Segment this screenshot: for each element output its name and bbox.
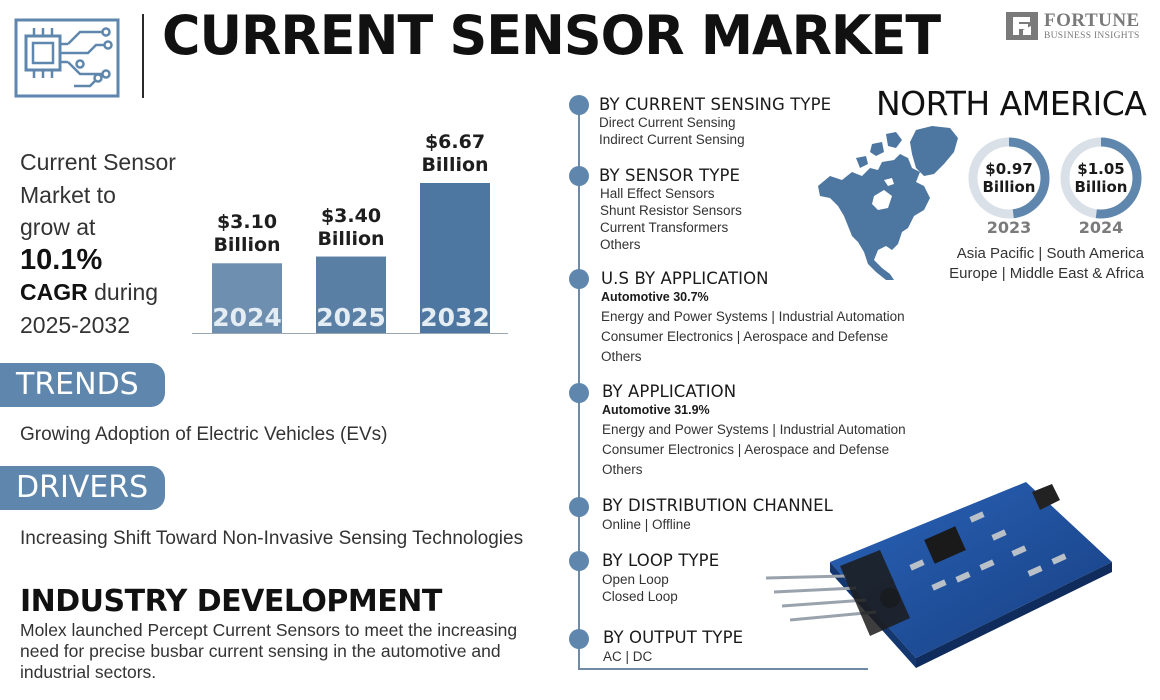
segment-lead: Automotive 31.9%: [602, 403, 710, 417]
industry-development-text: Molex launched Percept Current Sensors t…: [20, 620, 518, 682]
cagr-line: CAGR during: [20, 276, 200, 309]
cagr-during: during: [87, 279, 159, 305]
north-america-map-icon: [818, 126, 958, 280]
segment-item: Indirect Current Sensing: [599, 132, 745, 147]
segment-item: AC | DC: [603, 649, 653, 664]
ring-year: 2024: [1078, 218, 1124, 237]
segment-item: Others: [600, 237, 641, 252]
timeline-dot: [569, 95, 589, 115]
regions-line: Europe | Middle East & Africa: [949, 265, 1144, 282]
bar-value-amount: $3.10: [216, 211, 278, 234]
segment-title-loop: BY LOOP TYPE: [602, 551, 720, 570]
ring-value: $0.97 Billion: [968, 160, 1050, 196]
bar-2024: [212, 263, 282, 333]
segment-item: Shunt Resistor Sensors: [600, 203, 742, 218]
cagr-line: Market to: [20, 181, 116, 208]
bar-value-label: $3.10 Billion: [192, 211, 302, 257]
segment-line: Others: [602, 462, 643, 477]
timeline-dot: [569, 383, 589, 403]
current-sensor-board-icon: [765, 482, 1112, 668]
regions-line: Asia Pacific | South America: [956, 245, 1144, 262]
bar-value-label: $3.40 Billion: [296, 205, 406, 251]
timeline-dot: [569, 497, 589, 517]
segment-title-sensor-type: BY SENSOR TYPE: [599, 166, 741, 185]
ring-year: 2023: [986, 218, 1032, 237]
ring-chart-2023: [968, 137, 1050, 219]
ring-value-unit: Billion: [1074, 178, 1128, 196]
segment-line: Consumer Electronics | Aerospace and Def…: [601, 329, 889, 344]
segment-title-distribution: BY DISTRIBUTION CHANNEL: [602, 496, 833, 515]
segment-line: Energy and Power Systems | Industrial Au…: [602, 422, 906, 437]
market-size-bar-chart: 2024 $3.10 Billion 2025 $3.40 Billion 2032 $6.6…: [190, 120, 520, 340]
bar-value-label: $6.67 Billion: [400, 131, 510, 177]
timeline-foot: [578, 668, 868, 670]
segment-title-output: BY OUTPUT TYPE: [603, 628, 744, 647]
bar-chart-svg: [192, 183, 508, 334]
bar-value-unit: Billion: [317, 227, 385, 250]
title-divider: [142, 14, 144, 98]
brand-logo: FORTUNE BUSINESS INSIGHTS: [1006, 10, 1146, 44]
bar-value-unit: Billion: [421, 154, 489, 176]
bar-value-amount: $6.67: [424, 131, 486, 153]
cagr-line: Current Sensor: [20, 149, 176, 175]
ring-value-amount: $0.97: [985, 160, 1033, 178]
segment-item: Online | Offline: [602, 517, 691, 532]
bar-2025: [316, 256, 386, 333]
ring-value-amount: $1.05: [1077, 160, 1125, 178]
brand-subtitle: BUSINESS INSIGHTS: [1044, 31, 1140, 41]
ring-fill-arc: [968, 137, 1050, 219]
cagr-statement: Current Sensor Market to grow at 10.1% C…: [20, 146, 200, 341]
segment-title-sensing-type: BY CURRENT SENSING TYPE: [599, 95, 832, 114]
north-america-title: NORTH AMERICA: [876, 84, 1147, 123]
timeline-dot: [569, 551, 589, 571]
timeline-dot: [569, 166, 589, 186]
regions-list: Asia Pacific | South America Europe | Mi…: [940, 244, 1144, 284]
cagr-rate: 10.1%: [20, 243, 103, 276]
ring-chart-2024: [1060, 137, 1142, 219]
trend-text: Growing Adoption of Electric Vehicles (E…: [20, 424, 388, 445]
ring-value: $1.05 Billion: [1060, 160, 1142, 196]
bar-2032: [420, 183, 490, 333]
segment-line: Consumer Electronics | Aerospace and Def…: [602, 442, 890, 457]
segment-line: Others: [601, 349, 642, 364]
driver-text: Increasing Shift Toward Non-Invasive Sen…: [20, 528, 524, 549]
segment-item: Open Loop: [602, 572, 669, 587]
brand-mark-icon: [1006, 12, 1038, 40]
circuit-chip-icon: [14, 18, 120, 98]
bar-year-label: 2024: [212, 303, 282, 332]
timeline-dot: [569, 629, 589, 649]
segment-item: Current Transformers: [600, 220, 729, 235]
bar-value-unit: Billion: [213, 234, 281, 257]
cagr-word: CAGR: [20, 279, 88, 305]
segment-item: Direct Current Sensing: [599, 115, 736, 130]
segment-lead: Automotive 30.7%: [601, 290, 709, 304]
bar-year-label: 2025: [316, 303, 386, 332]
bar-value-amount: $3.40: [320, 204, 382, 227]
segment-title-application: BY APPLICATION: [602, 382, 737, 401]
segment-item: Hall Effect Sensors: [600, 186, 715, 201]
ring-value-unit: Billion: [982, 178, 1036, 196]
trends-tab: TRENDS: [0, 363, 165, 407]
cagr-period: 2025-2032: [20, 311, 130, 338]
brand-name: FORTUNE: [1044, 10, 1140, 31]
segment-title-us-application: U.S BY APPLICATION: [601, 269, 769, 288]
segment-line: Energy and Power Systems | Industrial Au…: [601, 309, 905, 324]
cagr-line: grow at: [20, 214, 96, 240]
ring-fill-arc: [1060, 137, 1142, 219]
timeline-dot: [569, 269, 589, 289]
page-title: CURRENT SENSOR MARKET: [162, 4, 941, 67]
industry-development-title: INDUSTRY DEVELOPMENT: [20, 584, 442, 619]
segment-item: Closed Loop: [602, 589, 678, 604]
drivers-tab: DRIVERS: [0, 466, 165, 510]
bar-year-label: 2032: [420, 303, 490, 332]
